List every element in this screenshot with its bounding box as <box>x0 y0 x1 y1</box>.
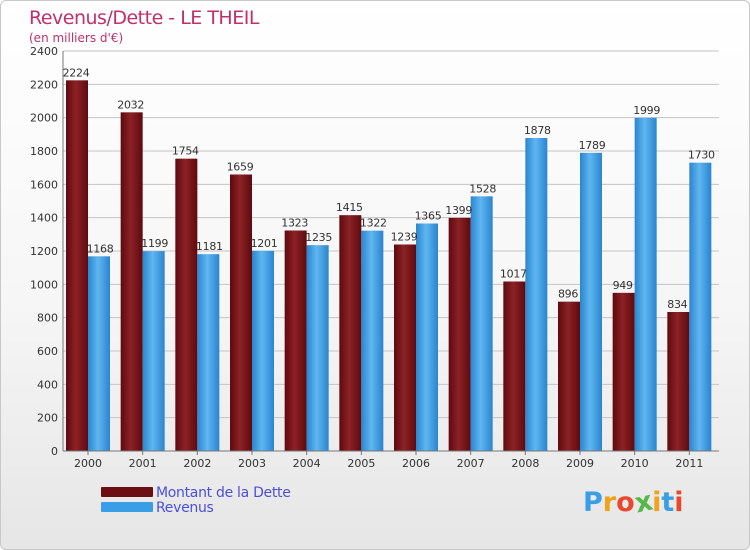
y-tick-label: 600 <box>37 345 58 358</box>
data-label-revenus-2010: 1999 <box>633 104 660 117</box>
bar-debt-2010 <box>612 292 635 451</box>
data-label-debt-2006: 1239 <box>391 231 418 244</box>
logo-letter: P <box>583 487 603 518</box>
proxiti-logo: Proxiti <box>583 486 684 520</box>
y-tick-label: 0 <box>51 445 58 458</box>
bar-debt-2004 <box>284 230 307 451</box>
logo-letter: i <box>652 487 662 518</box>
bar-debt-2003 <box>230 174 252 451</box>
y-tick-label: 1800 <box>30 145 58 158</box>
data-label-debt-2011: 834 <box>667 298 687 311</box>
data-label-debt-2001: 2032 <box>117 98 144 111</box>
data-label-revenus-2008: 1878 <box>524 124 551 137</box>
data-label-debt-2002: 1754 <box>172 145 199 158</box>
data-label-revenus-2007: 1528 <box>469 182 496 195</box>
legend-swatch-revenus <box>101 502 153 512</box>
data-label-debt-2005: 1415 <box>336 201 363 214</box>
bar-revenus-2007 <box>470 196 493 451</box>
x-tick-label: 2000 <box>74 457 102 470</box>
logo-letter: i <box>674 487 684 518</box>
data-label-revenus-2009: 1789 <box>579 139 606 152</box>
y-tick-label: 1600 <box>30 178 58 191</box>
x-tick-label: 2002 <box>183 457 211 470</box>
x-tick-label: 2006 <box>402 457 430 470</box>
data-label-debt-2008: 1017 <box>500 268 527 281</box>
bar-debt-2002 <box>175 158 198 451</box>
y-tick-label: 1200 <box>30 245 58 258</box>
bar-debt-2007 <box>448 217 471 451</box>
bar-debt-2005 <box>339 215 362 451</box>
data-label-revenus-2002: 1181 <box>196 240 223 253</box>
x-tick-label: 2001 <box>129 457 157 470</box>
data-label-debt-2000: 2224 <box>63 66 90 79</box>
bar-debt-2009 <box>558 301 580 451</box>
legend-label-debt: Montant de la Dette <box>156 485 291 501</box>
bar-revenus-2009 <box>580 152 602 452</box>
bar-revenus-2005 <box>361 230 384 451</box>
bar-revenus-2000 <box>88 256 110 451</box>
x-tick-label: 2011 <box>675 457 703 470</box>
x-tick-label: 2003 <box>238 457 266 470</box>
data-label-revenus-2011: 1730 <box>688 149 715 162</box>
y-tick-label: 2400 <box>30 45 58 58</box>
bar-debt-2006 <box>394 244 416 451</box>
bar-revenus-2002 <box>197 254 220 451</box>
data-label-debt-2004: 1323 <box>281 217 308 230</box>
y-tick-label: 2200 <box>30 78 58 91</box>
bar-revenus-2011 <box>689 162 712 451</box>
x-tick-label: 2009 <box>566 457 594 470</box>
x-tick-label: 2007 <box>457 457 485 470</box>
data-label-debt-2009: 896 <box>558 288 578 301</box>
chart-subtitle: (en milliers d'€) <box>29 31 124 45</box>
bar-revenus-2001 <box>142 251 165 451</box>
chart-title: Revenus/Dette - LE THEIL <box>29 7 259 29</box>
x-tick-label: 2004 <box>293 457 321 470</box>
y-tick-label: 200 <box>37 412 58 425</box>
bar-debt-2011 <box>667 312 690 451</box>
bar-debt-2008 <box>503 281 526 451</box>
data-label-revenus-2004: 1235 <box>305 231 332 244</box>
x-tick-label: 2010 <box>621 457 649 470</box>
logo-letter: r <box>602 487 617 518</box>
y-tick-label: 2000 <box>30 112 58 125</box>
data-label-revenus-2000: 1168 <box>87 242 114 255</box>
y-tick-label: 400 <box>37 378 58 391</box>
bar-revenus-2006 <box>416 223 438 451</box>
data-label-debt-2010: 949 <box>613 279 633 292</box>
data-label-debt-2007: 1399 <box>445 204 472 217</box>
data-label-revenus-2003: 1201 <box>251 237 278 250</box>
legend-label-revenus: Revenus <box>156 500 214 516</box>
data-label-revenus-2001: 1199 <box>141 237 168 250</box>
legend-swatch-debt <box>101 487 153 497</box>
data-label-revenus-2006: 1365 <box>415 210 442 223</box>
y-tick-label: 1400 <box>30 212 58 225</box>
x-tick-label: 2008 <box>511 457 539 470</box>
x-tick-label: 2005 <box>347 457 375 470</box>
data-label-debt-2003: 1659 <box>227 161 254 174</box>
y-tick-label: 800 <box>37 312 58 325</box>
bar-revenus-2010 <box>634 117 657 451</box>
bar-revenus-2003 <box>252 250 274 451</box>
bar-debt-2000 <box>66 80 88 451</box>
logo-letter: o <box>616 487 635 518</box>
bar-revenus-2004 <box>306 245 329 451</box>
data-label-revenus-2005: 1322 <box>360 217 387 230</box>
logo-letter: t <box>661 487 675 518</box>
bar-debt-2001 <box>120 112 143 451</box>
y-tick-label: 1000 <box>30 278 58 291</box>
bar-revenus-2008 <box>525 138 548 451</box>
